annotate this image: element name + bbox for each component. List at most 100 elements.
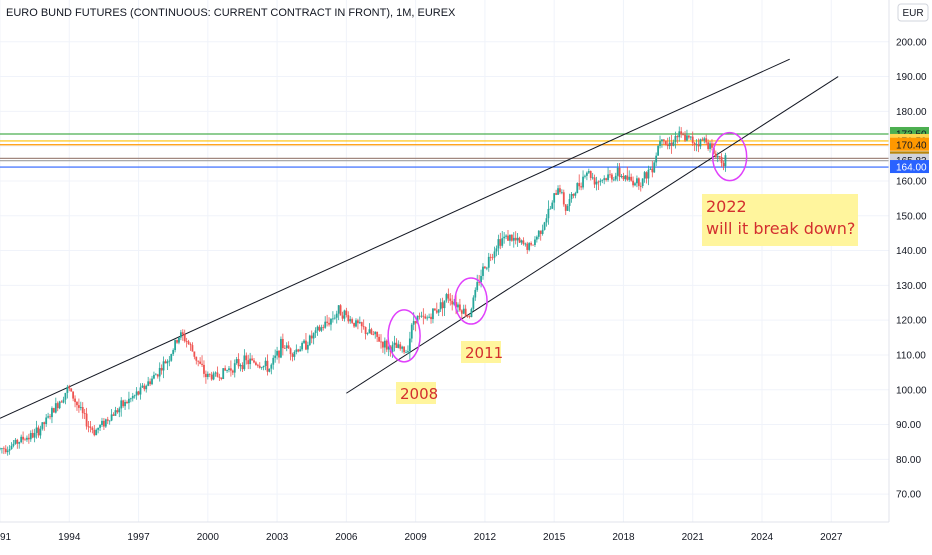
- candle-body: [693, 142, 696, 145]
- candle-body: [612, 179, 615, 181]
- candle-body: [626, 175, 629, 180]
- candle-body: [639, 185, 642, 187]
- candle-body: [330, 318, 332, 325]
- x-tick-label: 2003: [266, 532, 289, 543]
- candle-body: [537, 230, 540, 237]
- candle-body: [357, 320, 359, 324]
- candle-body: [122, 400, 125, 407]
- candle-body: [274, 355, 277, 358]
- candle-body: [47, 416, 50, 418]
- candle-body: [8, 449, 11, 451]
- candle-body: [482, 266, 484, 276]
- candle-body: [530, 243, 532, 245]
- candle-body: [210, 374, 213, 380]
- candle-body: [153, 374, 155, 379]
- candle-body: [249, 358, 252, 365]
- candle-body: [430, 316, 432, 320]
- candle-body: [686, 135, 688, 141]
- x-tick-label: 2018: [612, 532, 635, 543]
- candle-body: [89, 426, 92, 428]
- candle-body: [176, 340, 178, 343]
- candle-body: [203, 364, 205, 374]
- candle-body: [645, 172, 648, 179]
- candle-body: [474, 289, 477, 298]
- candle-body: [584, 175, 586, 177]
- candle-body: [331, 318, 334, 320]
- x-tick-label: 2000: [197, 532, 220, 543]
- candle-body: [99, 425, 101, 428]
- candle-body: [532, 244, 534, 246]
- x-tick-label: 2024: [751, 532, 774, 543]
- candle-body: [587, 171, 590, 173]
- highlight-circle: [711, 131, 748, 182]
- candle-body: [291, 354, 294, 357]
- candle-body: [647, 169, 650, 179]
- candle-body: [131, 395, 134, 399]
- candle-body: [120, 400, 123, 409]
- candle-body: [687, 135, 690, 138]
- candle-body: [426, 317, 429, 319]
- candle-body: [714, 153, 717, 158]
- y-tick-label: 140.00: [896, 246, 927, 257]
- annotation-text: 2008: [400, 385, 438, 403]
- candle-body: [372, 334, 375, 335]
- currency-label: EUR: [902, 8, 923, 19]
- y-tick-label: 180.00: [896, 107, 927, 118]
- candle-body: [74, 398, 76, 402]
- candle-body: [22, 436, 24, 440]
- candle-body: [189, 343, 192, 346]
- candle-body: [570, 193, 573, 200]
- candle-body: [289, 348, 292, 355]
- candle-body: [559, 188, 561, 193]
- candle-body: [493, 251, 496, 258]
- candle-body: [43, 422, 46, 425]
- y-tick-label: 200.00: [896, 37, 927, 48]
- candle-body: [297, 349, 300, 352]
- currency-badge[interactable]: EUR: [897, 3, 929, 22]
- candle-body: [226, 370, 228, 371]
- candle-body: [56, 403, 59, 409]
- candle-body: [607, 174, 609, 180]
- candle-body: [39, 428, 42, 436]
- candle-body: [670, 142, 673, 146]
- candle-body: [630, 176, 633, 181]
- candle-body: [4, 448, 7, 453]
- candle-body: [129, 398, 132, 400]
- candle-body: [285, 345, 288, 349]
- candle-body: [58, 401, 61, 409]
- candle-body: [151, 378, 153, 385]
- candle-body: [403, 346, 405, 353]
- candle-body: [666, 144, 669, 147]
- candle-body: [676, 136, 679, 138]
- candle-body: [266, 360, 269, 372]
- candle-body: [27, 437, 30, 440]
- x-tick-label: 1994: [58, 532, 81, 543]
- candle-body: [568, 199, 571, 206]
- candle-body: [370, 329, 373, 335]
- candle-body: [103, 420, 105, 427]
- candle-body: [705, 138, 708, 143]
- candle-body: [470, 308, 473, 318]
- candle-body: [528, 243, 531, 250]
- candle-body: [185, 341, 188, 342]
- candle-body: [212, 373, 215, 380]
- candle-body: [268, 368, 271, 372]
- candle-body: [353, 322, 355, 327]
- candle-body: [718, 156, 721, 158]
- candle-body: [116, 410, 119, 413]
- candle-body: [653, 162, 656, 173]
- candle-body: [401, 346, 404, 349]
- candle-body: [145, 385, 148, 390]
- x-tick-label: 2009: [405, 532, 428, 543]
- candle-body: [689, 136, 692, 138]
- annotation-text: 2022: [706, 197, 747, 216]
- candle-body: [562, 192, 565, 205]
- candle-body: [553, 193, 556, 203]
- candle-body: [374, 331, 377, 335]
- candle-body: [520, 240, 523, 243]
- candle-body: [166, 361, 169, 364]
- candle-body: [260, 367, 263, 368]
- candle-body: [457, 304, 459, 308]
- candle-body: [574, 193, 577, 196]
- candle-body: [566, 205, 569, 211]
